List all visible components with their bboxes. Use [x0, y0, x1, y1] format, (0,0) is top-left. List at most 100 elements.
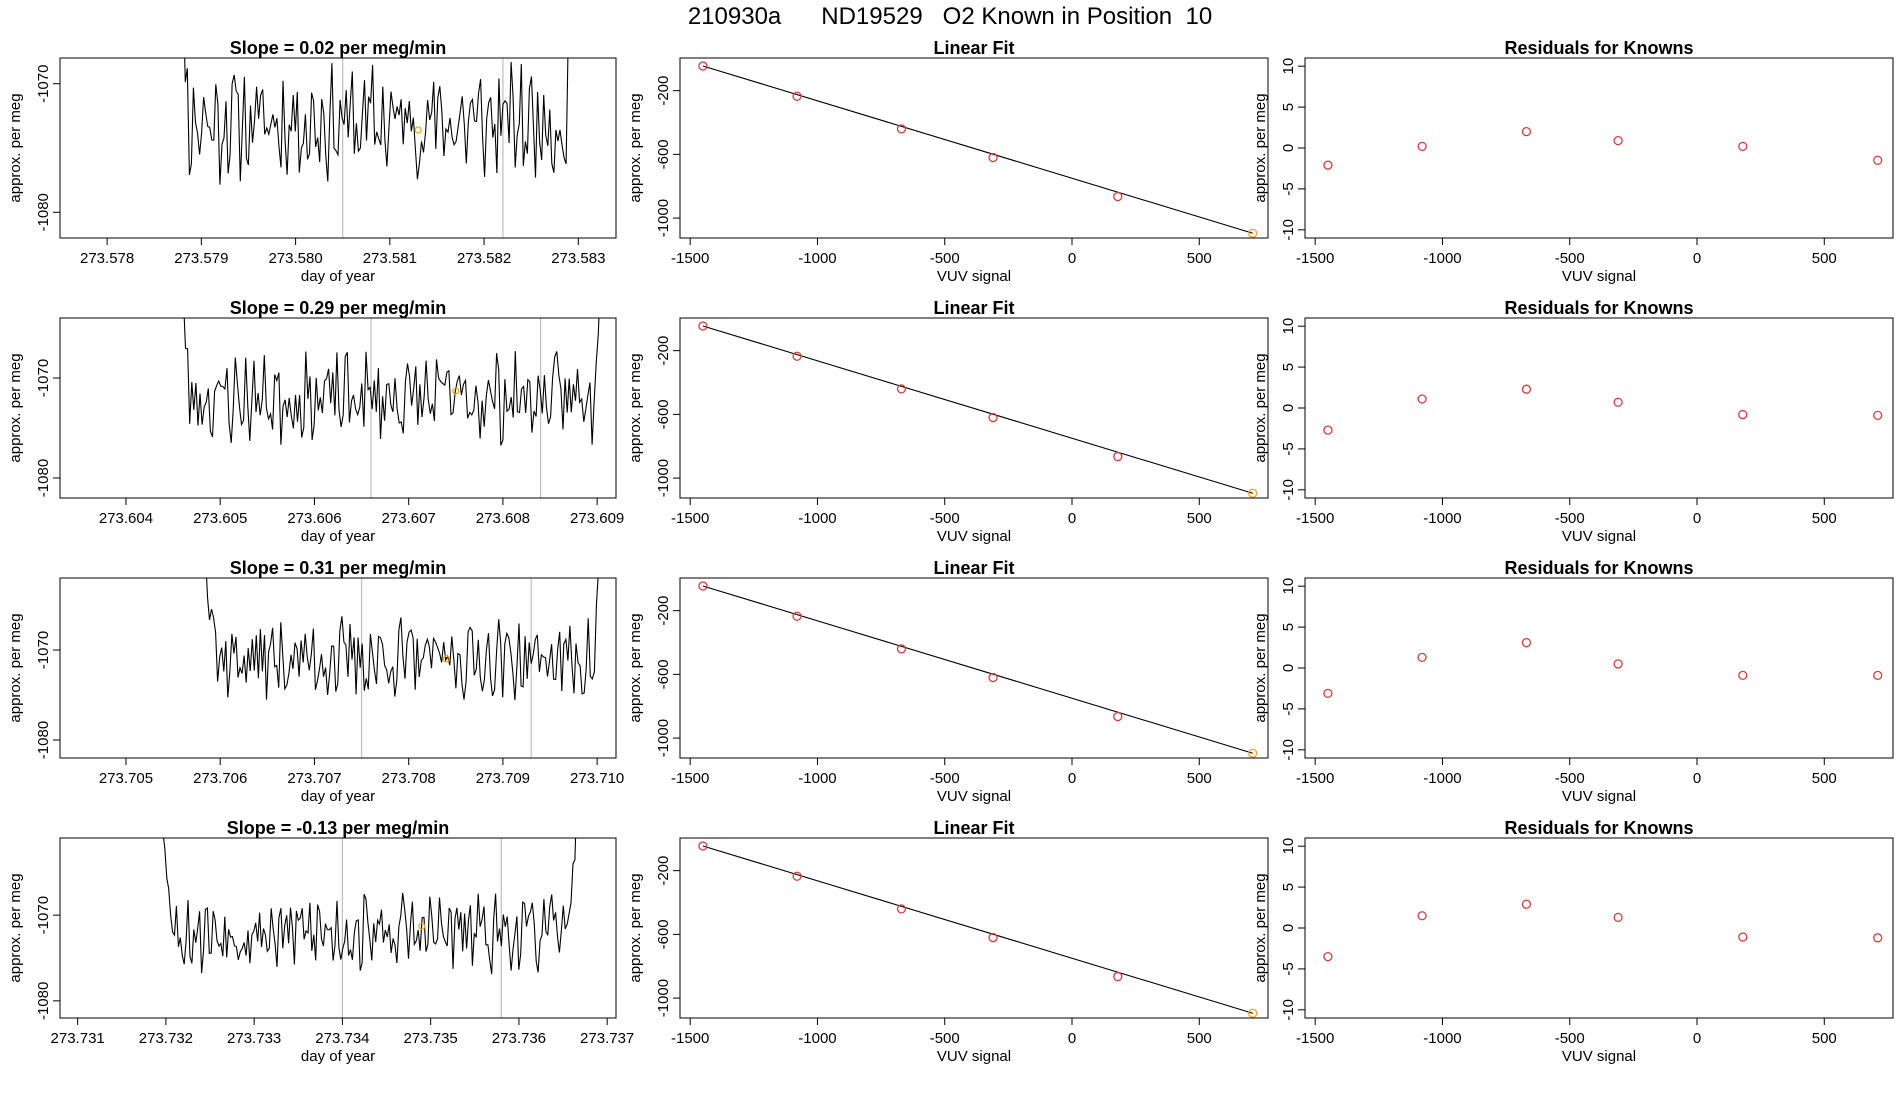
p2-data-point	[896, 124, 907, 134]
p12-x-tick-label: -1000	[1423, 1030, 1461, 1047]
p2-fit-line	[702, 65, 1253, 234]
p2-data-point	[1113, 191, 1123, 202]
p8-plot-frame	[679, 577, 1269, 759]
p8-y-tick-label: -200	[655, 596, 672, 626]
p11-x-tick-label: 500	[1187, 1030, 1212, 1047]
p9-plot-frame	[1304, 577, 1894, 759]
p5-y-tick-label: -600	[655, 399, 672, 429]
p3-x-axis-label: VUV signal	[1562, 268, 1636, 285]
p6-data-point	[1323, 425, 1333, 435]
p5-data-point	[1248, 488, 1258, 498]
p1-chart-title: Slope = 0.02 per meg/min	[230, 38, 447, 58]
p9-data-point	[1613, 659, 1623, 669]
p12-x-tick-label: -1500	[1296, 1030, 1334, 1047]
p9-data-point	[1417, 652, 1427, 663]
p5-data-point	[792, 351, 802, 361]
p9-x-tick-label: 0	[1693, 770, 1701, 787]
p8-y-axis-label: approx. per meg	[627, 613, 644, 722]
p5-x-tick-label: 0	[1068, 510, 1076, 527]
p11-fit-line	[702, 845, 1253, 1014]
p10-x-tick-label: 273.737	[580, 1030, 634, 1047]
p3-y-axis-label: approx. per meg	[1252, 93, 1269, 202]
p4-plot-frame	[59, 317, 617, 499]
p7-x-axis-label: day of year	[301, 788, 375, 805]
p9-data-point	[1323, 688, 1333, 699]
p2-y-tick-label: -200	[655, 76, 672, 106]
p1-x-tick-label: 273.578	[80, 250, 134, 267]
p6-data-point	[1613, 397, 1623, 407]
p1-y-tick-label: -1070	[35, 65, 52, 103]
p4-x-tick-label: 273.609	[570, 510, 624, 527]
p7-plot-frame	[59, 577, 617, 759]
p11-y-tick-label: -1000	[655, 979, 672, 1017]
p8-y-tick-label: -600	[655, 659, 672, 689]
p11-x-tick-label: -500	[930, 1030, 960, 1047]
p6-x-tick-label: -500	[1555, 510, 1585, 527]
p4-x-tick-label: 273.606	[287, 510, 341, 527]
p3-y-tick-label: 5	[1280, 103, 1297, 111]
p2-y-tick-label: -600	[655, 139, 672, 169]
p6-data-point	[1873, 410, 1883, 421]
p6-x-axis-label: VUV signal	[1562, 528, 1636, 545]
p9-x-axis-label: VUV signal	[1562, 788, 1636, 805]
p9-data-point	[1738, 670, 1748, 681]
p7-chart-title: Slope = 0.31 per meg/min	[230, 558, 447, 578]
p4-x-tick-label: 273.604	[99, 510, 153, 527]
p4-y-tick-label: -1070	[35, 359, 52, 397]
p3-data-point	[1521, 126, 1532, 137]
p12-data-point	[1738, 932, 1748, 942]
p6-y-tick-label: -10	[1280, 479, 1297, 501]
p3-x-tick-label: -1500	[1296, 250, 1334, 267]
p6-chart-title: Residuals for Knowns	[1504, 298, 1693, 318]
p9-x-tick-label: 500	[1812, 770, 1837, 787]
p9-x-tick-label: -500	[1555, 770, 1585, 787]
p4-y-tick-label: -1080	[35, 459, 52, 497]
p3-data-point	[1873, 155, 1883, 165]
p8-x-tick-label: -1000	[798, 770, 836, 787]
p6-x-tick-label: 0	[1693, 510, 1701, 527]
p8-fit-line	[702, 585, 1253, 754]
p2-x-tick-label: -1000	[798, 250, 836, 267]
p5-fit-line	[702, 325, 1253, 494]
p8-y-tick-label: -1000	[655, 719, 672, 757]
p2-chart-title: Linear Fit	[933, 38, 1014, 58]
p12-x-tick-label: -500	[1555, 1030, 1585, 1047]
p11-data-point	[988, 932, 998, 943]
p9-x-tick-label: -1000	[1423, 770, 1461, 787]
p6-x-tick-label: -1000	[1423, 510, 1461, 527]
p12-data-point	[1613, 912, 1623, 923]
p6-data-point	[1521, 384, 1532, 394]
p10-x-tick-label: 273.735	[404, 1030, 458, 1047]
p10-x-tick-label: 273.734	[315, 1030, 369, 1047]
p4-signal-trace	[183, 318, 600, 446]
p10-x-tick-label: 273.733	[227, 1030, 281, 1047]
p4-x-tick-label: 273.608	[476, 510, 530, 527]
p2-x-tick-label: -1500	[671, 250, 709, 267]
p2-x-tick-label: 0	[1068, 250, 1076, 267]
p5-data-point	[1113, 451, 1123, 462]
p11-x-axis-label: VUV signal	[937, 1048, 1011, 1065]
p12-data-point	[1417, 911, 1427, 921]
p11-chart-title: Linear Fit	[933, 818, 1014, 838]
p6-y-tick-label: 10	[1280, 318, 1297, 335]
p12-y-tick-label: 10	[1280, 838, 1297, 855]
p8-chart-title: Linear Fit	[933, 558, 1014, 578]
p6-y-tick-label: 0	[1280, 404, 1297, 412]
p3-x-tick-label: 500	[1812, 250, 1837, 267]
p5-x-tick-label: -1000	[798, 510, 836, 527]
p9-data-point	[1521, 637, 1532, 648]
p12-plot-frame	[1304, 837, 1894, 1019]
p2-y-axis-label: approx. per meg	[627, 93, 644, 202]
p2-x-tick-label: -500	[930, 250, 960, 267]
p1-signal-trace	[184, 58, 569, 185]
p10-x-axis-label: day of year	[301, 1048, 375, 1065]
p8-data-point	[988, 672, 998, 683]
p8-data-point	[1113, 711, 1123, 722]
p9-data-point	[1873, 670, 1883, 681]
p11-y-axis-label: approx. per meg	[627, 873, 644, 982]
p9-y-tick-label: 10	[1280, 578, 1297, 595]
p1-plot-frame	[59, 57, 617, 239]
p5-y-tick-label: -1000	[655, 459, 672, 497]
p1-x-axis-label: day of year	[301, 268, 375, 285]
p3-x-tick-label: -500	[1555, 250, 1585, 267]
